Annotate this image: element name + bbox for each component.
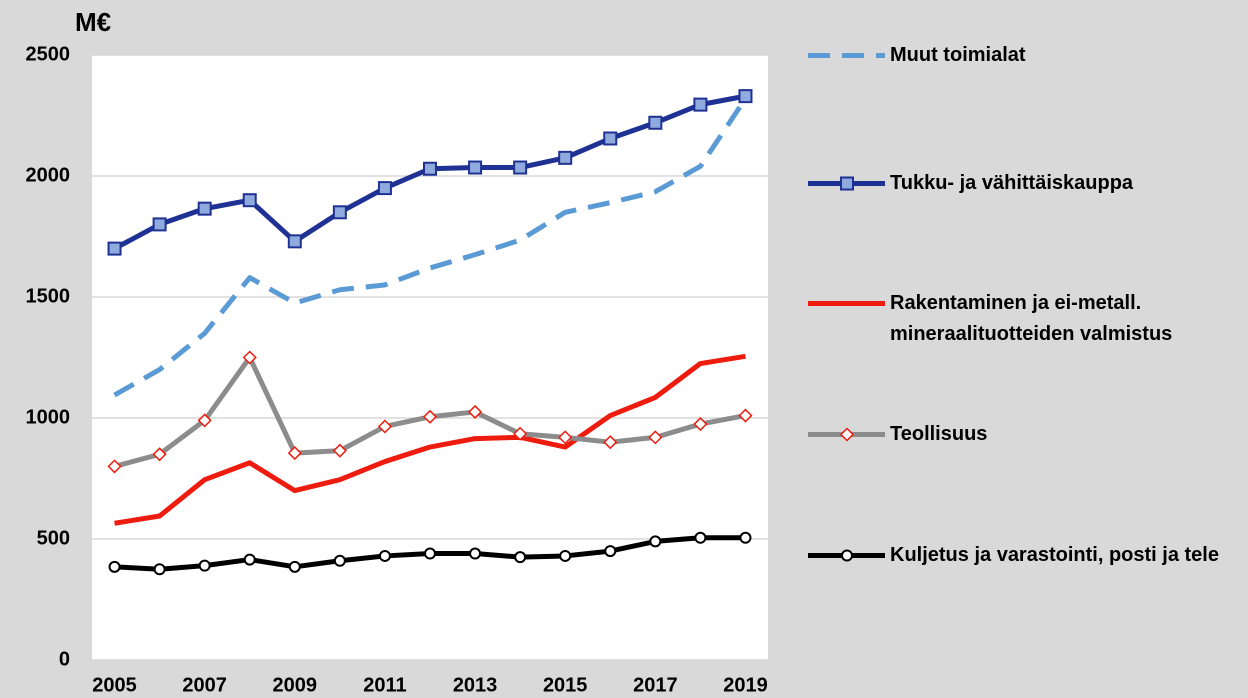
marker	[107, 459, 122, 474]
legend-item: Teollisuus	[805, 419, 1235, 450]
legend-label: Rakentaminen ja ei-metall. mineraalituot…	[890, 292, 1173, 345]
marker	[468, 404, 483, 420]
plot: M€ 0 500 1000 1500 2000 2500 2005 2007 2009 2011 2…	[26, 7, 768, 696]
marker	[558, 430, 573, 445]
marker	[107, 241, 122, 256]
legend-label: Kuljetus ja varastointi, posti ja tele	[890, 544, 1219, 566]
marker	[108, 560, 121, 573]
marker	[841, 549, 853, 562]
marker	[377, 181, 392, 196]
marker	[468, 160, 483, 175]
legend-label: Teollisuus	[890, 423, 988, 445]
marker	[648, 430, 663, 445]
legend-item: Rakentaminen ja ei-metall. mineraalituot…	[805, 288, 1235, 350]
marker	[423, 161, 437, 176]
marker	[424, 547, 436, 560]
y-tick-label: 0	[59, 648, 70, 670]
marker	[333, 554, 346, 567]
marker	[514, 551, 527, 564]
x-tick-label: 2011	[363, 674, 406, 696]
x-tick-label: 2019	[723, 674, 768, 696]
y-tick-label: 1000	[26, 406, 71, 428]
marker	[603, 435, 618, 450]
marker	[152, 447, 167, 462]
marker	[603, 131, 618, 146]
marker	[693, 416, 708, 432]
x-tick-label: 2009	[273, 674, 318, 696]
marker	[513, 160, 528, 175]
plot-area	[92, 55, 768, 660]
marker	[332, 443, 347, 458]
x-tick-label: 2007	[182, 674, 227, 696]
marker	[604, 545, 617, 558]
marker	[242, 350, 257, 365]
marker	[469, 547, 482, 560]
marker	[288, 560, 301, 573]
marker	[694, 531, 707, 544]
marker	[197, 201, 212, 216]
legend-item: Muut toimialat	[805, 40, 1235, 71]
marker	[839, 427, 855, 442]
marker	[649, 535, 662, 548]
y-tick-label: 1500	[26, 285, 71, 307]
y-tick-label: 2500	[26, 43, 71, 65]
x-tick-label: 2005	[92, 674, 137, 696]
marker	[378, 549, 391, 562]
x-tick-label: 2017	[633, 674, 678, 696]
marker	[648, 115, 663, 130]
marker	[287, 234, 302, 249]
y-tick-label: 500	[37, 527, 70, 549]
marker	[738, 89, 753, 104]
marker	[153, 563, 166, 576]
legend-label: Tukku- ja vähittäiskauppa	[890, 172, 1134, 194]
marker	[152, 217, 167, 232]
marker	[840, 176, 854, 191]
x-tick-label: 2015	[543, 674, 588, 696]
series-line	[114, 353, 746, 526]
marker	[377, 419, 392, 434]
marker	[287, 446, 302, 461]
marker	[198, 559, 211, 572]
marker	[332, 205, 347, 220]
marker	[422, 409, 438, 424]
legend-swatch	[808, 427, 885, 442]
marker	[558, 150, 573, 165]
marker	[243, 553, 256, 566]
marker	[513, 426, 528, 441]
x-tick-label: 2013	[453, 674, 498, 696]
legend-item: Tukku- ja vähittäiskauppa	[805, 168, 1235, 199]
marker	[738, 408, 753, 423]
y-tick-label: 2000	[26, 164, 71, 186]
marker	[197, 413, 212, 428]
legend-swatch	[808, 53, 885, 58]
marker	[559, 549, 572, 562]
marker	[242, 193, 257, 208]
marker	[693, 97, 708, 112]
series-line	[113, 97, 748, 398]
legend-swatch	[808, 301, 885, 306]
legend-swatch	[808, 176, 885, 191]
y-axis-title: M€	[75, 7, 111, 37]
legend-label: Muut toimialat	[890, 44, 1026, 66]
legend-item: Kuljetus ja varastointi, posti ja tele	[805, 540, 1235, 571]
legend-swatch	[808, 549, 885, 562]
marker	[739, 531, 752, 544]
